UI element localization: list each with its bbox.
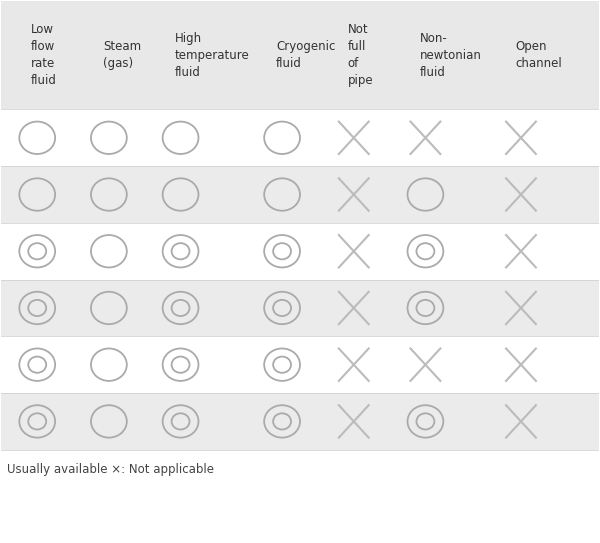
Text: Non-
newtonian
fluid: Non- newtonian fluid — [419, 32, 481, 79]
Text: Cryogenic
fluid: Cryogenic fluid — [276, 40, 335, 71]
Bar — [1, 393, 599, 450]
Bar — [1, 280, 599, 336]
Text: Usually available ×: Not applicable: Usually available ×: Not applicable — [7, 463, 214, 476]
Bar — [1, 110, 599, 166]
Bar — [1, 336, 599, 393]
Text: Not
full
of
pipe: Not full of pipe — [348, 23, 373, 87]
Text: Low
flow
rate
fluid: Low flow rate fluid — [31, 23, 57, 87]
Bar — [1, 2, 599, 110]
Text: High
temperature
fluid: High temperature fluid — [175, 32, 250, 79]
Text: Open
channel: Open channel — [515, 40, 562, 71]
Text: Steam
(gas): Steam (gas) — [103, 40, 141, 71]
Bar — [1, 223, 599, 280]
Bar — [1, 166, 599, 223]
